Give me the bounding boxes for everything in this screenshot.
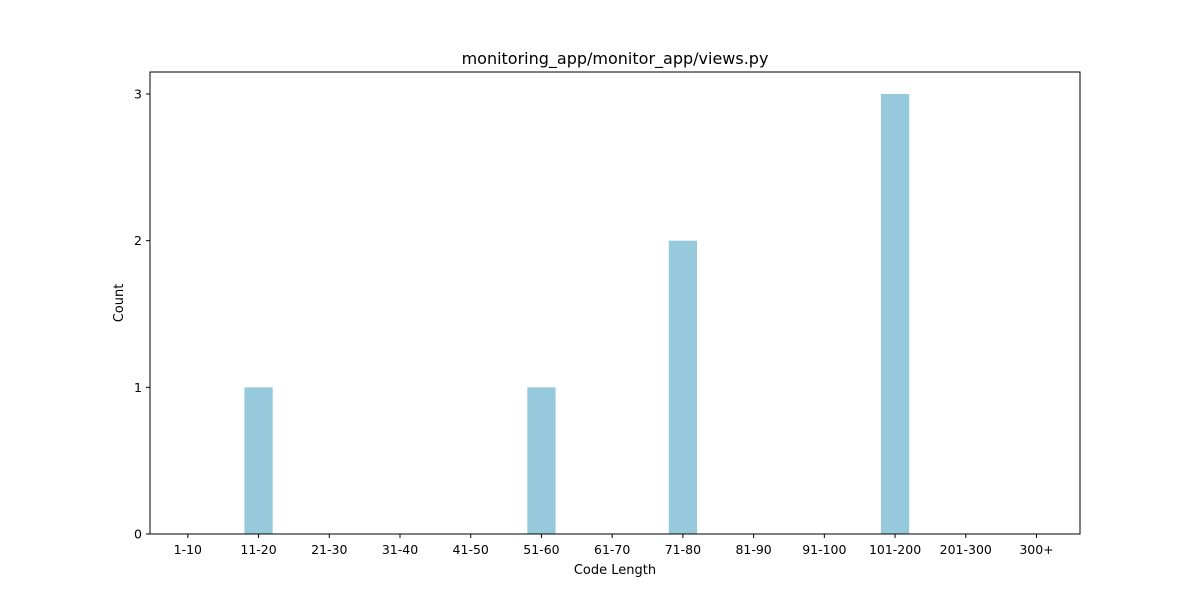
x-axis: 1-10 11-20 21-30 31-40 41-50 51-60 61-70 71-80 8… xyxy=(174,534,1054,557)
bar-51-60 xyxy=(527,387,556,534)
x-tick-label: 11-20 xyxy=(240,542,276,557)
chart-title: monitoring_app/monitor_app/views.py xyxy=(462,49,769,69)
y-axis: 0 1 2 3 xyxy=(134,87,150,542)
bar-71-80 xyxy=(668,240,698,534)
x-tick-label: 300+ xyxy=(1019,542,1053,557)
y-tick-label: 0 xyxy=(134,527,142,542)
bar-11-20 xyxy=(244,387,273,534)
x-tick-label: 201-300 xyxy=(940,542,992,557)
bars-group xyxy=(244,94,910,534)
plot-frame xyxy=(149,71,1081,535)
y-axis-label: Count xyxy=(112,284,127,323)
y-tick-label: 3 xyxy=(134,87,142,102)
x-tick-label: 41-50 xyxy=(453,542,489,557)
x-tick-label: 91-100 xyxy=(802,542,846,557)
x-tick-label: 21-30 xyxy=(311,542,347,557)
y-tick-label: 2 xyxy=(134,233,142,248)
x-tick-label: 81-90 xyxy=(735,542,771,557)
x-tick-label: 71-80 xyxy=(665,542,701,557)
x-tick-label: 1-10 xyxy=(174,542,202,557)
x-tick-label: 61-70 xyxy=(594,542,630,557)
y-tick-label: 1 xyxy=(134,380,142,395)
x-tick-label: 51-60 xyxy=(523,542,559,557)
bar-101-200 xyxy=(880,94,910,534)
x-axis-label: Code Length xyxy=(574,563,656,578)
x-tick-label: 31-40 xyxy=(382,542,418,557)
x-tick-label: 101-200 xyxy=(869,542,921,557)
